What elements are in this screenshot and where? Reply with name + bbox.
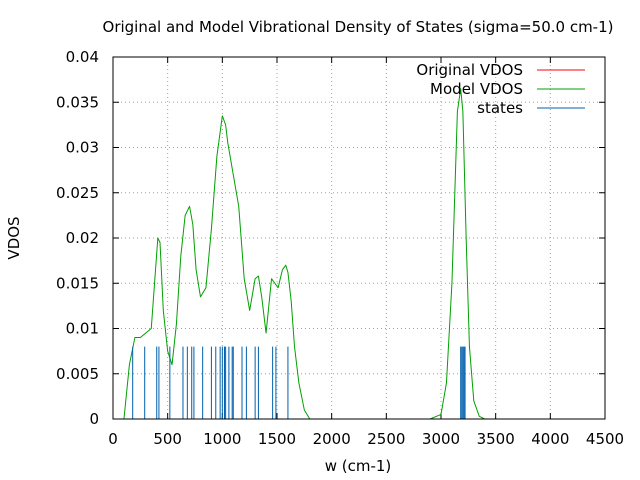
model-vdos-line [113,88,605,420]
x-tick-label: 1000 [203,430,241,448]
x-tick-label: 1500 [258,430,296,448]
y-tick-label: 0 [89,410,99,428]
x-tick-label: 2500 [367,430,405,448]
y-tick-label: 0.005 [56,365,99,383]
chart-title: Original and Model Vibrational Density o… [103,18,614,36]
y-tick-label: 0.03 [66,139,99,157]
x-tick-label: 3000 [422,430,460,448]
y-tick-label: 0.01 [66,320,99,338]
x-tick-label: 0 [108,430,118,448]
y-tick-label: 0.04 [66,48,99,66]
y-tick-label: 0.035 [56,93,99,111]
x-axis-label: w (cm-1) [325,457,392,475]
plot-area [113,88,605,420]
y-tick-label: 0.025 [56,184,99,202]
y-tick-label: 0.02 [66,229,99,247]
x-tick-label: 2000 [313,430,351,448]
y-axis-label: VDOS [5,216,23,259]
y-tick-label: 0.015 [56,274,99,292]
plot-frame [112,56,606,420]
legend-label: Original VDOS [416,61,523,79]
x-tick-label: 500 [153,430,182,448]
tick-labels: 0 500 1000 1500 2000 2500 3000 3500 4000 4500 0 0.0… [56,48,624,448]
legend-label: Model VDOS [430,80,523,98]
legend-label: states [477,99,523,117]
x-tick-label: 4000 [531,430,569,448]
x-tick-label: 3500 [477,430,515,448]
x-tick-label: 4500 [586,430,624,448]
